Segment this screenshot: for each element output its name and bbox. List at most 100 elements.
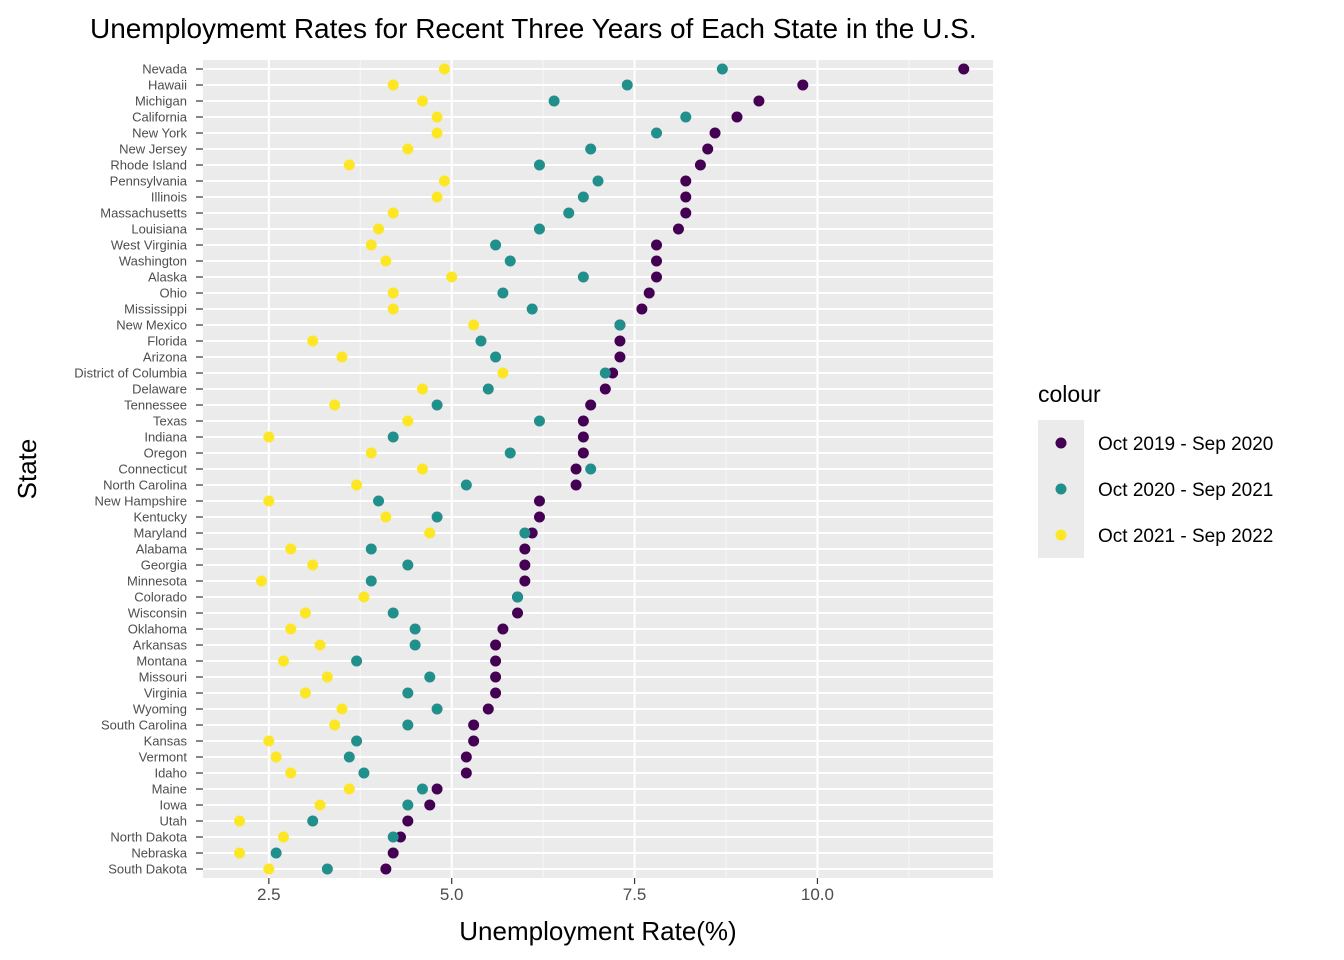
data-point-series-3 [380,511,392,523]
x-tick-label: 7.5 [623,885,647,904]
y-tick-label: Mississippi [124,302,187,317]
data-point-series-2 [577,191,589,203]
y-tick-label: Utah [160,814,187,829]
data-point-series-1 [490,687,502,699]
y-tick-label: Arizona [143,350,188,365]
data-point-series-1 [512,607,524,619]
y-tick-label: Alabama [136,542,188,557]
y-tick-label: Virginia [144,686,188,701]
y-tick-label: California [132,110,188,125]
y-tick-label: Idaho [154,766,187,781]
legend-key [1055,529,1067,541]
data-point-series-3 [431,191,443,203]
data-point-series-3 [416,463,428,475]
data-point-series-2 [351,735,363,747]
data-point-series-2 [431,399,443,411]
data-point-series-2 [431,511,443,523]
data-point-series-2 [270,847,282,859]
data-point-series-3 [438,175,450,187]
data-point-series-1 [680,175,692,187]
data-point-series-1 [468,735,480,747]
x-axis-title: Unemployment Rate(%) [459,916,736,946]
data-point-series-3 [416,383,428,395]
data-point-series-3 [299,607,311,619]
data-point-series-1 [702,143,714,155]
y-tick-label: Pennsylvania [110,174,188,189]
y-tick-label: Wisconsin [128,606,187,621]
data-point-series-2 [533,159,545,171]
data-point-series-1 [709,127,721,139]
y-tick-label: New York [132,126,187,141]
data-point-series-1 [643,287,655,299]
data-point-series-2 [460,479,472,491]
y-tick-label: Colorado [134,590,187,605]
y-tick-label: Wyoming [133,702,187,717]
data-point-series-1 [519,559,531,571]
data-point-series-1 [468,719,480,731]
data-point-series-3 [380,255,392,267]
y-tick-label: Michigan [135,94,187,109]
data-point-series-3 [263,495,275,507]
y-tick-label: Delaware [132,382,187,397]
y-tick-label: Georgia [141,558,188,573]
data-point-series-1 [402,815,414,827]
data-point-series-3 [234,815,246,827]
y-tick-label: Iowa [160,798,188,813]
data-point-series-2 [387,431,399,443]
y-tick-label: Minnesota [127,574,188,589]
y-tick-label: Montana [136,654,187,669]
data-point-series-3 [438,63,450,75]
x-tick-label: 5.0 [440,885,464,904]
data-point-series-3 [263,431,275,443]
data-point-series-3 [387,287,399,299]
data-point-series-2 [519,527,531,539]
data-point-series-2 [614,319,626,331]
data-point-series-3 [365,239,377,251]
y-tick-label: Missouri [139,670,188,685]
y-tick-label: West Virginia [111,238,188,253]
legend-key [1055,483,1067,495]
data-point-series-2 [307,815,319,827]
y-axis-title: State [12,439,42,500]
data-point-series-1 [519,575,531,587]
data-point-series-3 [329,719,341,731]
data-point-series-2 [475,335,487,347]
data-point-series-1 [753,95,765,107]
data-point-series-2 [585,143,597,155]
data-point-series-3 [497,367,509,379]
legend-label: Oct 2021 - Sep 2022 [1098,526,1273,547]
data-point-series-3 [314,799,326,811]
data-point-series-1 [651,239,663,251]
data-point-series-2 [651,127,663,139]
data-point-series-3 [307,559,319,571]
data-point-series-2 [533,415,545,427]
y-tick-label: Nevada [142,62,188,77]
y-tick-label: Florida [147,334,188,349]
data-point-series-1 [797,79,809,91]
data-point-series-3 [314,639,326,651]
data-point-series-2 [482,383,494,395]
y-tick-label: Alaska [148,270,188,285]
data-point-series-3 [263,863,275,875]
data-point-series-2 [402,559,414,571]
data-point-series-2 [365,543,377,555]
y-tick-label: Indiana [144,430,187,445]
data-point-series-1 [490,655,502,667]
data-point-series-2 [358,767,370,779]
data-point-series-3 [285,623,297,635]
y-tick-label: Maryland [134,526,187,541]
data-point-series-2 [716,63,728,75]
data-point-series-2 [563,207,575,219]
data-point-series-2 [490,351,502,363]
data-point-series-2 [343,751,355,763]
data-point-series-2 [533,223,545,235]
data-point-series-3 [321,671,333,683]
y-tick-label: South Dakota [108,862,188,877]
grid [203,60,993,878]
data-point-series-3 [277,831,289,843]
data-point-series-3 [431,111,443,123]
data-point-series-1 [533,511,545,523]
data-point-series-1 [490,671,502,683]
y-tick-label: South Carolina [101,718,188,733]
data-point-series-3 [358,591,370,603]
